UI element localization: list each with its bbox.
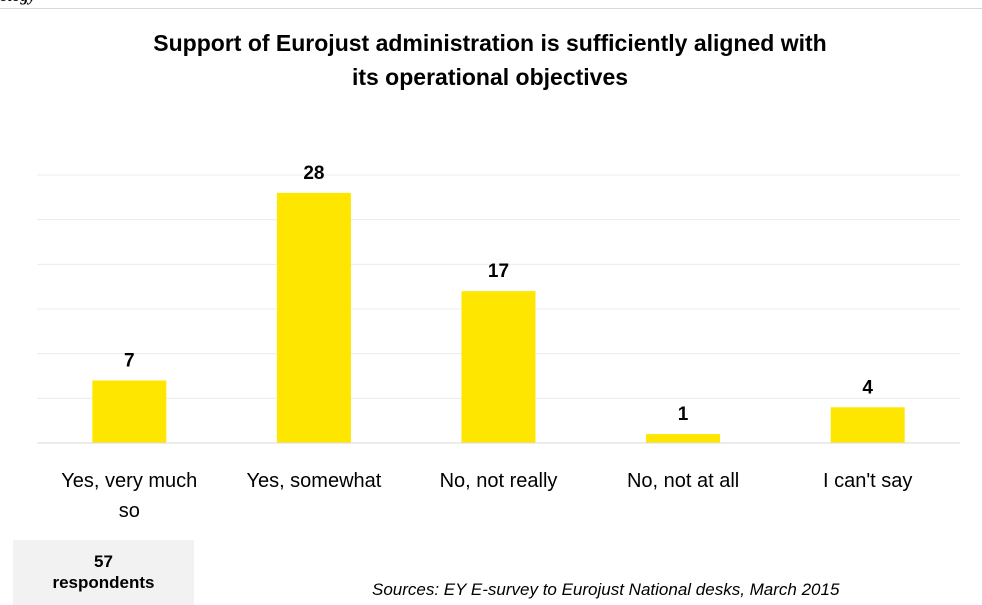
bar-0 (92, 380, 167, 443)
chart-title: Support of Eurojust administration is su… (60, 26, 920, 94)
category-label-4: I can't say (823, 470, 912, 492)
bar-3 (646, 434, 721, 443)
category-label-3: No, not at all (627, 470, 739, 492)
data-label-0: 7 (124, 350, 135, 371)
respondents-box: 57 respondents (13, 540, 194, 605)
header-divider (0, 8, 982, 9)
category-label-line: No, not really (440, 470, 558, 492)
category-label-line: I can't say (823, 470, 912, 492)
category-label-2: No, not really (440, 470, 558, 492)
category-label-line: so (119, 500, 140, 522)
data-label-4: 4 (862, 377, 873, 398)
chart-title-line-1: Support of Eurojust administration is su… (153, 30, 827, 56)
bar-4 (830, 407, 905, 443)
chart-title-line-2: its operational objectives (351, 64, 629, 90)
header-fragment: ology (0, 0, 36, 6)
respondents-count: 57 (94, 552, 113, 571)
bar-chart: 7 Yes, very much so 28 Yes, somewhat 17 No, no… (37, 163, 960, 522)
source-note: Sources: EY E-survey to Eurojust Nationa… (372, 580, 840, 599)
category-label-0: Yes, very much so (61, 470, 197, 522)
category-label-line: Yes, somewhat (246, 470, 381, 492)
category-label-1: Yes, somewhat (246, 470, 381, 492)
category-label-line: Yes, very much (61, 470, 197, 492)
data-label-2: 17 (488, 261, 509, 282)
data-label-1: 28 (303, 163, 324, 184)
data-label-3: 1 (678, 404, 689, 425)
bar-2 (461, 291, 536, 443)
category-label-line: No, not at all (627, 470, 739, 492)
respondents-label: respondents (52, 573, 155, 592)
bar-1 (276, 192, 351, 443)
